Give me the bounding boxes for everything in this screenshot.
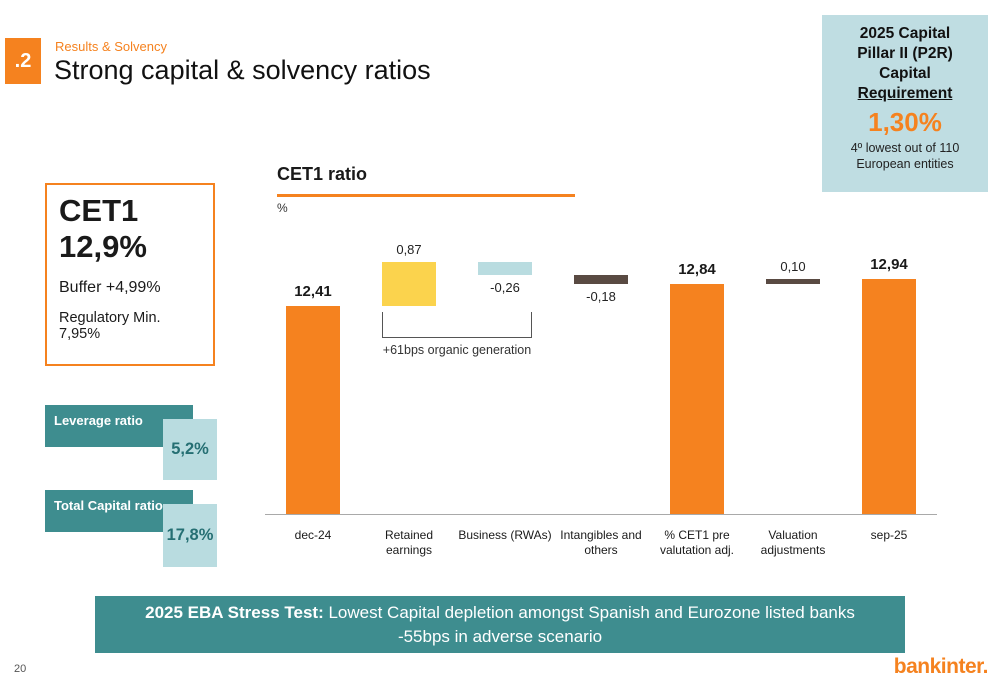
chart-title-underline — [277, 194, 575, 197]
waterfall-bar-3 — [478, 261, 532, 275]
chart-unit-label: % — [277, 201, 288, 215]
p2r-title-line: 2025 Capital — [859, 25, 951, 42]
x-axis-categories: dec-24 Retained earnings Business (RWAs) In… — [265, 522, 937, 558]
chart-plot-area: 12,41 0,87 -0,26 -0,18 12,84 0,10 12,94 +61bps … — [265, 215, 937, 515]
cet1-waterfall-chart: CET1 ratio % 12,41 0,87 -0,26 -0,18 12,84 0,1… — [265, 160, 937, 580]
slide-number-badge: .2 — [5, 38, 41, 84]
p2r-value: 1,30% — [868, 107, 942, 137]
cet1-summary-box: CET1 12,9% Buffer +4,99% Regulatory Min.… — [45, 183, 215, 366]
leverage-ratio-value: 5,2% — [163, 419, 217, 480]
p2r-note-line: 4º lowest out of 110 — [850, 141, 960, 155]
x-axis-category: Valuation adjustments — [760, 528, 826, 557]
chart-title: CET1 ratio — [277, 164, 368, 184]
page-number: 20 — [14, 663, 27, 675]
page-title: Strong capital & solvency ratios — [54, 55, 431, 85]
bar-value-label: 12,41 — [294, 282, 332, 300]
p2r-note-line: European entities — [856, 157, 954, 171]
bankinter-logo: bankinter. — [893, 655, 989, 678]
x-axis-category: dec-24 — [294, 528, 332, 542]
cet1-buffer: Buffer +4,99% — [59, 279, 161, 296]
organic-generation-bracket — [382, 311, 532, 338]
banner-lead: 2025 EBA Stress Test: — [145, 603, 324, 622]
waterfall-bar-1 — [286, 305, 340, 514]
banner-rest: Lowest Capital depletion amongst Spanish… — [323, 603, 855, 622]
bar-value-label: 12,84 — [678, 260, 716, 278]
x-axis-category: Intangibles and others — [560, 528, 642, 557]
bar-value-label: 12,94 — [870, 255, 908, 273]
p2r-title-line: Pillar II (P2R) — [857, 45, 953, 62]
waterfall-bar-2 — [382, 261, 436, 306]
bar-value-label: 0,10 — [780, 258, 806, 274]
p2r-title-line: Capital — [879, 65, 931, 82]
x-axis-category: Retained earnings — [384, 528, 434, 557]
waterfall-bar-4 — [574, 274, 628, 284]
bar-value-label: 0,87 — [396, 241, 422, 257]
bar-value-label: -0,26 — [490, 279, 520, 295]
cet1-regulatory-min: Regulatory Min. 7,95% — [59, 310, 161, 342]
p2r-title-line: Requirement — [857, 85, 953, 102]
banner-line2: -55bps in adverse scenario — [397, 627, 603, 646]
x-axis-category: sep-25 — [870, 528, 908, 542]
organic-generation-label: +61bps organic generation — [382, 342, 532, 357]
waterfall-bar-5 — [670, 283, 724, 514]
bar-value-label: -0,18 — [586, 288, 616, 304]
stress-test-banner: 2025 EBA Stress Test: Lowest Capital dep… — [95, 596, 905, 653]
banner-line1: 2025 EBA Stress Test: Lowest Capital dep… — [95, 601, 905, 625]
waterfall-bar-7 — [862, 278, 916, 514]
x-axis-category: % CET1 pre valutation adj. — [659, 528, 735, 557]
cet1-title: CET1 — [59, 193, 139, 228]
total-capital-ratio-value: 17,8% — [163, 504, 217, 567]
section-eyebrow: Results & Solvency — [55, 39, 167, 54]
waterfall-bar-6 — [766, 278, 820, 284]
p2r-requirement-box: 2025 Capital Pillar II (P2R) Capital Req… — [822, 15, 988, 192]
cet1-value: 12,9% — [59, 229, 147, 264]
x-axis-category: Business (RWAs) — [458, 528, 552, 542]
